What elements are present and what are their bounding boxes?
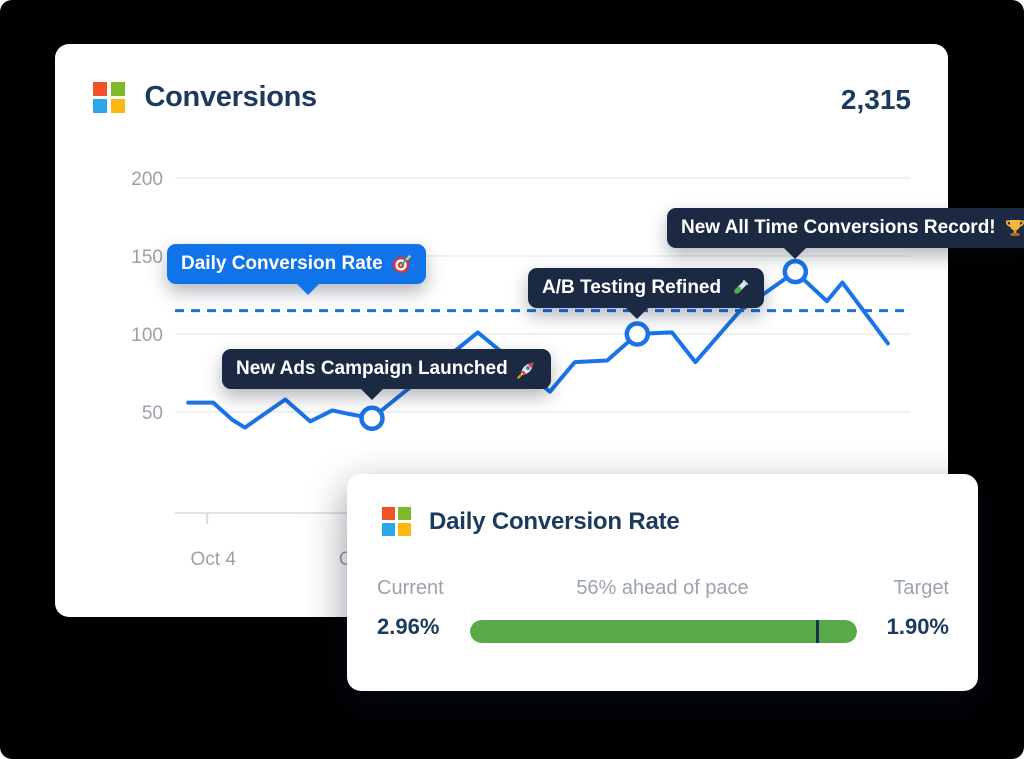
target-emoji-icon xyxy=(392,254,412,274)
annotation-badge-ab-testing[interactable]: A/B Testing Refined xyxy=(528,268,765,319)
annotation-badge-ads[interactable]: New Ads Campaign Launched xyxy=(222,349,551,400)
page-title: Conversions xyxy=(144,81,318,113)
current-label: Current xyxy=(377,577,444,599)
conversions-card-header: Conversions xyxy=(93,81,317,114)
target-value: 1.90% xyxy=(886,614,949,639)
annotation-badge-record[interactable]: New All Time Conversions Record! xyxy=(667,208,1024,259)
trophy-emoji-icon xyxy=(1005,218,1024,238)
logo-square xyxy=(382,507,395,520)
pace-tick-marker xyxy=(816,620,820,643)
conversions-line-series xyxy=(186,269,890,430)
daily-rate-card: Daily Conversion Rate Current 56% ahead … xyxy=(347,474,978,691)
target-line-badge-label: Daily Conversion Rate xyxy=(181,253,383,274)
pace-progress-bar xyxy=(470,620,857,643)
daily-rate-title: Daily Conversion Rate xyxy=(429,507,680,535)
test-tube-emoji-icon xyxy=(730,278,750,298)
conversions-total: 2,315 xyxy=(840,84,911,115)
current-value: 2.96% xyxy=(377,614,440,639)
annotation-marker[interactable] xyxy=(624,321,651,347)
four-squares-logo xyxy=(93,81,125,114)
y-axis-tick-label: 200 xyxy=(131,169,163,190)
target-line-badge[interactable]: Daily Conversion Rate xyxy=(167,244,426,295)
y-axis-tick-label: 150 xyxy=(131,247,163,268)
logo-square xyxy=(398,523,411,536)
x-axis-tick-label: Oct 4 xyxy=(191,549,237,570)
annotation-badge-ab-label: A/B Testing Refined xyxy=(542,277,722,298)
logo-square xyxy=(110,81,125,96)
annotation-badge-ads-label: New Ads Campaign Launched xyxy=(236,358,508,379)
pace-status-label: 56% ahead of pace xyxy=(576,577,749,599)
target-label: Target xyxy=(893,577,949,599)
daily-rate-header: Daily Conversion Rate xyxy=(382,507,680,536)
y-axis-tick-label: 50 xyxy=(142,403,163,424)
logo-square xyxy=(93,81,107,96)
logo-square xyxy=(110,99,125,114)
y-axis-tick-label: 100 xyxy=(131,325,163,346)
pace-progress-fill xyxy=(470,620,857,643)
annotation-marker[interactable] xyxy=(782,258,809,285)
rocket-emoji-icon xyxy=(516,359,537,379)
logo-square xyxy=(398,507,411,520)
logo-square xyxy=(382,523,395,536)
annotation-badge-record-label: New All Time Conversions Record! xyxy=(681,217,996,238)
four-squares-logo xyxy=(382,507,411,536)
logo-square xyxy=(93,99,107,114)
annotation-marker[interactable] xyxy=(359,405,385,431)
